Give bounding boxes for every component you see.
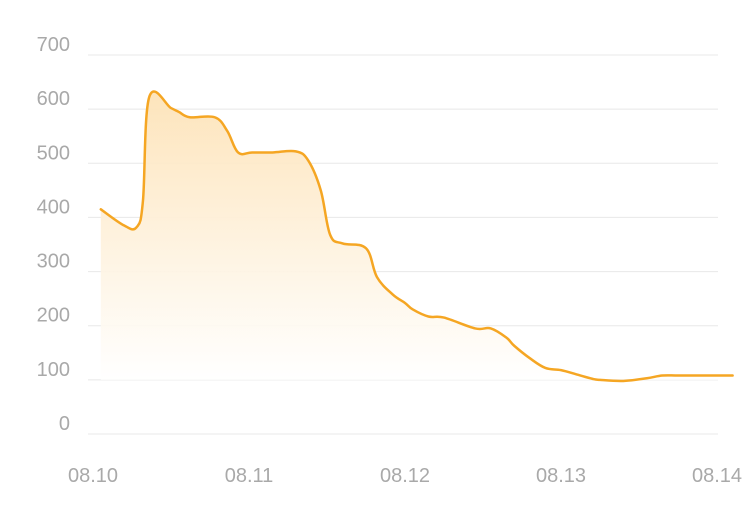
data-point bbox=[529, 357, 531, 359]
data-point bbox=[646, 377, 648, 379]
data-point bbox=[178, 111, 180, 113]
data-point bbox=[142, 200, 144, 202]
data-point bbox=[427, 316, 429, 318]
series bbox=[99, 90, 734, 383]
data-point bbox=[237, 151, 239, 153]
x-tick-label: 08.11 bbox=[225, 465, 274, 487]
data-point bbox=[443, 317, 445, 319]
y-tick-label: 300 bbox=[37, 251, 70, 273]
data-point bbox=[100, 208, 102, 210]
x-tick-label: 08.12 bbox=[380, 465, 430, 487]
data-point bbox=[576, 373, 578, 375]
data-point bbox=[226, 130, 228, 132]
data-point bbox=[544, 367, 546, 369]
y-axis: 0 100 200 300 400 500 600 700 bbox=[37, 34, 70, 435]
x-tick-label: 08.10 bbox=[68, 465, 118, 487]
x-tick-label: 08.14 bbox=[692, 465, 742, 487]
data-point bbox=[513, 345, 515, 347]
y-tick-label: 500 bbox=[37, 142, 70, 164]
series-line bbox=[99, 90, 734, 383]
data-point bbox=[412, 308, 414, 310]
data-point bbox=[392, 293, 394, 295]
y-tick-label: 0 bbox=[59, 413, 70, 435]
data-point bbox=[251, 151, 253, 153]
y-tick-label: 100 bbox=[37, 359, 70, 381]
data-point bbox=[404, 302, 406, 304]
data-point bbox=[591, 378, 593, 380]
data-point bbox=[123, 225, 125, 227]
data-point bbox=[376, 276, 378, 278]
data-point bbox=[271, 151, 273, 153]
data-point bbox=[490, 327, 492, 329]
x-axis: 08.10 08.11 08.12 08.13 08.14 bbox=[68, 465, 742, 487]
data-point bbox=[342, 242, 344, 244]
data-point bbox=[295, 150, 297, 152]
x-tick-label: 08.13 bbox=[536, 465, 586, 487]
y-tick-label: 700 bbox=[37, 34, 70, 56]
data-point bbox=[148, 96, 150, 98]
data-point bbox=[329, 234, 331, 236]
y-tick-label: 600 bbox=[37, 88, 70, 110]
data-point bbox=[716, 375, 718, 377]
data-point bbox=[307, 160, 309, 162]
data-point bbox=[700, 375, 702, 377]
series-area-fill bbox=[100, 91, 733, 381]
data-point bbox=[661, 375, 663, 377]
data-point bbox=[189, 116, 191, 118]
data-point bbox=[170, 107, 172, 109]
data-point bbox=[320, 189, 322, 191]
data-point bbox=[136, 226, 138, 228]
data-point bbox=[732, 375, 734, 377]
data-point bbox=[677, 375, 679, 377]
data-point bbox=[214, 116, 216, 118]
data-point bbox=[599, 379, 601, 381]
y-tick-label: 400 bbox=[37, 196, 70, 218]
data-point bbox=[474, 327, 476, 329]
data-point bbox=[560, 369, 562, 371]
data-point bbox=[505, 337, 507, 339]
y-tick-label: 200 bbox=[37, 305, 70, 327]
data-point bbox=[365, 247, 367, 249]
data-point bbox=[622, 380, 624, 382]
